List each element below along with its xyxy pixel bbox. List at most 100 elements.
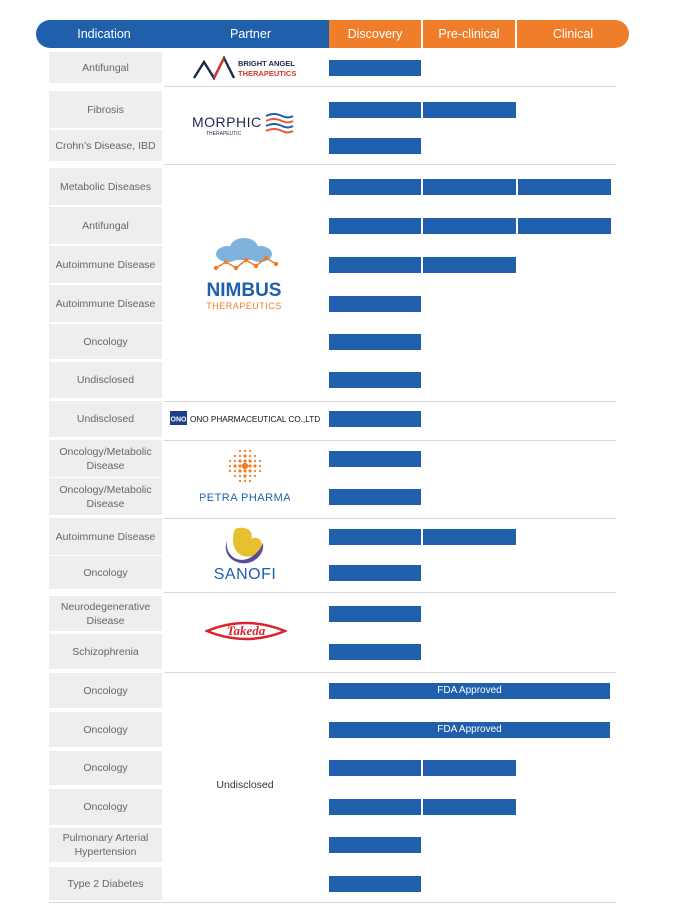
stage-bar bbox=[329, 60, 421, 76]
indication-cell: Fibrosis bbox=[49, 91, 162, 128]
petra-dot bbox=[248, 449, 252, 453]
petra-dot bbox=[243, 454, 247, 458]
stage-bar: FDA Approved bbox=[329, 683, 610, 699]
petra-dot bbox=[248, 459, 252, 463]
indication-cell: Antifungal bbox=[49, 52, 162, 83]
indication-cell: Oncology/Metabolic Disease bbox=[49, 478, 162, 515]
ono-logo: ONO ONO PHARMACEUTICAL CO.,LTD. bbox=[170, 411, 320, 425]
nimbus-name: NIMBUS bbox=[207, 280, 282, 301]
table-bottom-line bbox=[49, 902, 616, 903]
petra-dot bbox=[243, 459, 247, 463]
stage-bar bbox=[329, 411, 421, 427]
petra-dot bbox=[243, 474, 247, 478]
petra-dot bbox=[253, 464, 257, 468]
petra-dot bbox=[238, 459, 242, 463]
partner-separator bbox=[164, 518, 616, 519]
petra-dot bbox=[243, 479, 247, 483]
petra-pharma-logo: PETRA PHARMA bbox=[200, 449, 290, 504]
petra-dot bbox=[258, 459, 262, 463]
indication-cell: Autoimmune Disease bbox=[49, 285, 162, 322]
petra-dot bbox=[228, 469, 232, 473]
morphic-sub: THERAPEUTIC bbox=[206, 131, 242, 137]
stage-bar bbox=[329, 372, 421, 388]
takeda-name: Takeda bbox=[227, 623, 266, 638]
stage-bar bbox=[329, 876, 421, 892]
ono-mark: ONO bbox=[171, 417, 188, 424]
header-preclinical: Pre-clinical bbox=[423, 20, 515, 48]
indication-cell: Oncology bbox=[49, 712, 162, 747]
petra-dot bbox=[233, 459, 237, 463]
indication-cell: Neurodegenerative Disease bbox=[49, 596, 162, 631]
indication-cell: Metabolic Diseases bbox=[49, 168, 162, 205]
stage-bar bbox=[329, 644, 421, 660]
partner-separator bbox=[164, 86, 616, 87]
petra-name: PETRA PHARMA bbox=[200, 492, 290, 504]
petra-dot bbox=[243, 469, 247, 473]
pipeline-header: Indication Partner Discovery Pre-clinica… bbox=[36, 20, 629, 48]
indication-cell: Undisclosed bbox=[49, 362, 162, 398]
petra-dot bbox=[238, 479, 242, 483]
partner-separator bbox=[164, 592, 616, 593]
nimbus-sub: THERAPEUTICS bbox=[206, 301, 282, 311]
takeda-logo: Takeda bbox=[205, 621, 287, 641]
petra-dots-icon bbox=[228, 449, 262, 483]
partner-separator bbox=[164, 672, 616, 673]
petra-dot bbox=[233, 474, 237, 478]
stage-bar bbox=[329, 334, 421, 350]
indication-cell: Pulmonary Arterial Hypertension bbox=[49, 828, 162, 862]
petra-dot bbox=[253, 474, 257, 478]
cloud-icon bbox=[216, 238, 272, 262]
indication-cell: Oncology bbox=[49, 789, 162, 825]
petra-dot bbox=[228, 464, 232, 468]
petra-dot bbox=[238, 449, 242, 453]
indication-cell: Autoimmune Disease bbox=[49, 246, 162, 283]
stage-bar bbox=[329, 296, 421, 312]
petra-dot bbox=[238, 464, 242, 468]
header-discovery: Discovery bbox=[329, 20, 421, 48]
petra-dot bbox=[253, 459, 257, 463]
stage-bar bbox=[329, 799, 516, 815]
morphic-name: MORPHIC bbox=[192, 114, 262, 130]
indication-cell: Oncology/Metabolic Disease bbox=[49, 440, 162, 477]
stage-bar: FDA Approved bbox=[329, 722, 610, 738]
bright-angel-line1: BRIGHT ANGEL bbox=[238, 59, 295, 68]
stage-bar bbox=[329, 179, 611, 195]
stage-bar bbox=[329, 565, 421, 581]
header-indication: Indication bbox=[77, 27, 131, 41]
stage-bar bbox=[329, 138, 421, 154]
indication-cell: Oncology bbox=[49, 556, 162, 589]
petra-dot bbox=[233, 464, 237, 468]
partner-undisclosed: Undisclosed bbox=[216, 779, 274, 791]
sanofi-logo: SANOFI bbox=[214, 527, 277, 583]
sanofi-name: SANOFI bbox=[214, 566, 277, 583]
stage-bar bbox=[329, 529, 516, 545]
stage-bar bbox=[329, 102, 516, 118]
petra-dot bbox=[248, 479, 252, 483]
petra-dot bbox=[238, 469, 242, 473]
indication-cell: Crohn’s Disease, IBD bbox=[49, 130, 162, 161]
petra-dot bbox=[228, 459, 232, 463]
petra-dot bbox=[233, 469, 237, 473]
bright-angel-line2: THERAPEUTICS bbox=[238, 69, 296, 78]
petra-dot bbox=[238, 474, 242, 478]
petra-dot bbox=[248, 469, 252, 473]
petra-dot bbox=[248, 474, 252, 478]
header-blue-band bbox=[36, 20, 329, 48]
petra-dot bbox=[258, 469, 262, 473]
partner-separator bbox=[164, 440, 616, 441]
partner-separator bbox=[164, 164, 616, 165]
indication-cell: Oncology bbox=[49, 673, 162, 708]
header-partner: Partner bbox=[230, 27, 271, 41]
stage-bar bbox=[329, 257, 516, 273]
stage-bar bbox=[329, 606, 421, 622]
stage-bar bbox=[329, 760, 516, 776]
petra-dot bbox=[233, 454, 237, 458]
indication-cell: Antifungal bbox=[49, 207, 162, 244]
partner-separator bbox=[164, 401, 616, 402]
indication-cell: Undisclosed bbox=[49, 401, 162, 437]
ono-name: ONO PHARMACEUTICAL CO.,LTD. bbox=[190, 415, 320, 424]
petra-dot bbox=[248, 454, 252, 458]
stage-bar bbox=[329, 218, 611, 234]
indication-cell: Schizophrenia bbox=[49, 634, 162, 669]
